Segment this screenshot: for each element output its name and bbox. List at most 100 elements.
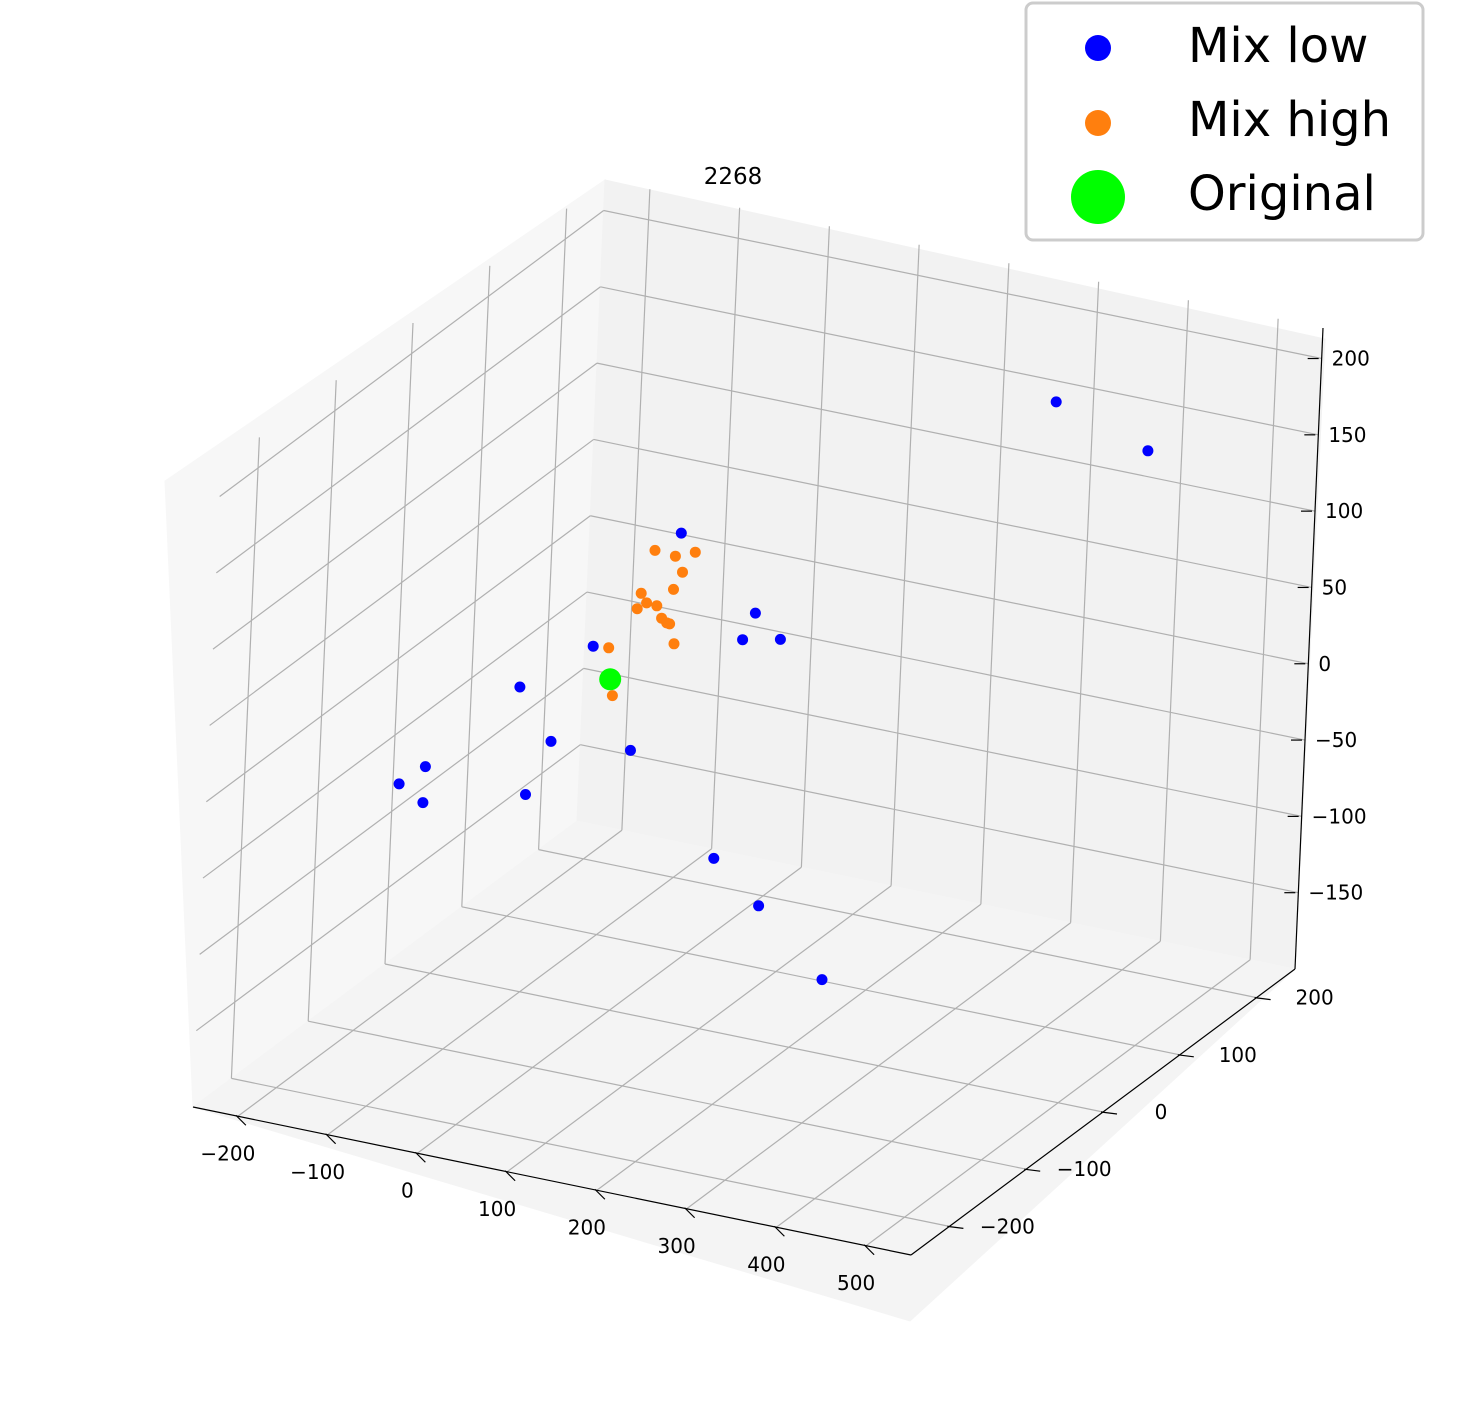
legend-label-mix-low: Mix low <box>1188 18 1368 74</box>
x-tick <box>863 1244 875 1256</box>
legend-marker-original <box>1071 170 1125 224</box>
ticks: −200−1000100200300400500−200−1000100200−… <box>200 347 1369 1295</box>
y-tick <box>1177 1054 1194 1058</box>
point-mix-low <box>774 633 786 645</box>
y-tick-label: 200 <box>1296 986 1334 1010</box>
point-mix-high <box>668 583 679 595</box>
grid-line-z-back <box>590 515 1309 665</box>
point-mix-low <box>520 789 531 800</box>
grid-line-y-floor <box>231 1077 950 1227</box>
x-tick-label: −200 <box>200 1141 255 1165</box>
z-tick-label: 200 <box>1332 347 1370 371</box>
x-tick-label: 100 <box>478 1197 516 1221</box>
point-mix-high <box>661 617 673 629</box>
point-mix-high <box>603 642 615 654</box>
point-mix-high <box>651 600 663 612</box>
legend-label-original: Original <box>1188 166 1376 222</box>
x-tick-label: 0 <box>401 1178 414 1202</box>
y-tick-label: 0 <box>1155 1100 1168 1124</box>
x-tick <box>414 1151 426 1163</box>
grid-lines <box>195 189 1322 1247</box>
y-tick <box>947 1225 964 1229</box>
y-tick <box>1254 997 1271 1001</box>
z-tick-label: −50 <box>1315 728 1357 752</box>
point-mix-low <box>737 634 749 646</box>
x-tick <box>594 1188 606 1200</box>
axes-panes <box>164 179 1326 1322</box>
grid-line-z-side <box>202 591 588 879</box>
z-tick-label: 50 <box>1322 575 1347 599</box>
point-mix-high <box>635 587 647 599</box>
x-tick-label: 300 <box>658 1234 696 1258</box>
data-points <box>393 396 1154 986</box>
x-tick <box>684 1207 696 1219</box>
y-tick-label: 100 <box>1219 1043 1257 1067</box>
point-mix-high <box>668 638 680 650</box>
grid-line-z-side <box>205 515 591 803</box>
grid-line-z-back <box>583 667 1302 817</box>
grid-line-z-back <box>603 209 1322 360</box>
grid-line-z-side <box>219 210 605 498</box>
x-tick-label: −100 <box>290 1160 345 1184</box>
legend-marker-mix-low <box>1085 35 1111 61</box>
y-tick <box>1100 1111 1118 1115</box>
point-mix-high <box>689 546 701 558</box>
legend-label-mix-high: Mix high <box>1188 92 1391 148</box>
point-mix-high <box>669 550 681 562</box>
point-mix-low <box>393 778 405 790</box>
point-mix-low <box>587 640 599 652</box>
grid-line-y-floor <box>308 1020 1027 1170</box>
point-mix-low <box>753 900 765 912</box>
grid-line-z-side <box>195 744 581 1032</box>
legend-box <box>1024 1 1425 242</box>
z-tick-label: 0 <box>1318 652 1331 676</box>
point-mix-low <box>419 761 431 773</box>
point-mix-high <box>641 597 653 609</box>
grid-line-z-side <box>215 286 601 574</box>
z-axis-line <box>1294 327 1324 970</box>
x-tick <box>773 1225 785 1237</box>
grid-line-z-back <box>593 438 1312 589</box>
point-mix-low <box>514 681 526 693</box>
y-tick-label: −100 <box>1057 1157 1112 1181</box>
grid-line-z-side <box>209 438 595 726</box>
grid-line-z-back <box>580 744 1299 894</box>
x-tick <box>325 1133 337 1145</box>
point-mix-low <box>1050 396 1062 408</box>
x-tick-label: 200 <box>568 1215 606 1239</box>
x-axis-line <box>192 1106 912 1256</box>
point-mix-low <box>545 735 557 747</box>
y-tick <box>1024 1168 1041 1172</box>
grid-line-z-side <box>199 667 585 955</box>
point-mix-low <box>1142 445 1154 457</box>
chart-title: 2268 <box>704 164 763 190</box>
point-mix-low <box>675 527 687 539</box>
x-tick <box>504 1170 516 1182</box>
point-mix-low <box>749 607 761 619</box>
grid-line-z-back <box>596 362 1316 512</box>
grid-line-z-back <box>586 591 1306 741</box>
point-mix-high <box>649 544 661 556</box>
y-tick-label: −200 <box>980 1214 1035 1238</box>
point-mix-low <box>417 797 429 809</box>
z-tick-label: −150 <box>1308 881 1363 905</box>
grid-line-y-floor <box>538 849 1257 999</box>
z-tick-label: −100 <box>1312 804 1367 828</box>
grid-line-z-side <box>212 362 598 650</box>
point-mix-high <box>677 566 688 578</box>
z-tick-label: 100 <box>1325 499 1363 523</box>
x-tick <box>235 1114 247 1126</box>
point-original <box>599 668 622 691</box>
legend: Mix low Mix high Original <box>1024 1 1425 242</box>
point-mix-low <box>625 744 636 756</box>
x-tick-label: 400 <box>747 1252 785 1276</box>
point-mix-low <box>816 974 828 986</box>
x-tick-label: 500 <box>837 1271 875 1295</box>
legend-marker-mix-high <box>1085 110 1111 136</box>
grid-line-z-back <box>600 286 1319 436</box>
point-mix-high <box>631 603 643 615</box>
point-mix-low <box>708 852 720 864</box>
z-tick-label: 150 <box>1328 423 1366 447</box>
grid-line-y-floor <box>384 963 1104 1113</box>
